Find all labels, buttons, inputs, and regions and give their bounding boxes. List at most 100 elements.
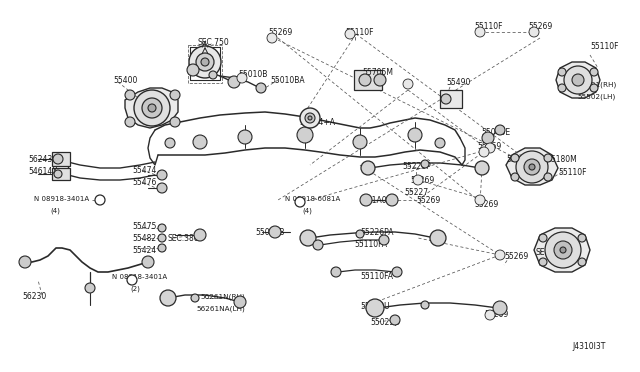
Circle shape xyxy=(297,127,313,143)
Circle shape xyxy=(308,116,312,120)
Text: 55010B: 55010B xyxy=(238,70,268,79)
Polygon shape xyxy=(125,88,178,128)
Circle shape xyxy=(142,256,154,268)
Text: 55474: 55474 xyxy=(132,166,156,175)
Circle shape xyxy=(578,234,586,242)
Circle shape xyxy=(125,117,135,127)
Circle shape xyxy=(558,68,566,76)
Circle shape xyxy=(374,74,386,86)
Circle shape xyxy=(331,267,341,277)
Circle shape xyxy=(158,244,166,252)
Text: N 08918-6081A: N 08918-6081A xyxy=(285,196,340,202)
Circle shape xyxy=(19,256,31,268)
Circle shape xyxy=(529,27,539,37)
Text: 55110F: 55110F xyxy=(345,28,374,37)
Text: 55226P: 55226P xyxy=(402,162,431,171)
Text: 55269: 55269 xyxy=(484,310,508,319)
Text: N: N xyxy=(130,278,134,282)
Circle shape xyxy=(366,299,384,317)
Circle shape xyxy=(158,224,166,232)
Circle shape xyxy=(572,74,584,86)
Circle shape xyxy=(360,194,372,206)
Circle shape xyxy=(554,241,572,259)
Circle shape xyxy=(95,195,105,205)
Circle shape xyxy=(560,247,566,253)
Circle shape xyxy=(170,90,180,100)
Circle shape xyxy=(134,90,170,126)
Text: 56261NA(LH): 56261NA(LH) xyxy=(196,306,244,312)
Circle shape xyxy=(545,232,581,268)
Circle shape xyxy=(475,27,485,37)
Text: 55502(LH): 55502(LH) xyxy=(577,93,615,99)
Bar xyxy=(52,168,70,180)
Circle shape xyxy=(313,240,323,250)
Circle shape xyxy=(193,135,207,149)
Text: 55269: 55269 xyxy=(410,176,435,185)
Text: 55424: 55424 xyxy=(132,246,156,255)
Circle shape xyxy=(413,175,423,185)
Text: 55501(RH): 55501(RH) xyxy=(577,82,616,89)
Circle shape xyxy=(305,113,315,123)
Circle shape xyxy=(238,130,252,144)
Circle shape xyxy=(590,84,598,92)
Circle shape xyxy=(345,29,355,39)
Circle shape xyxy=(511,154,519,162)
Text: 55110U: 55110U xyxy=(360,302,390,311)
Text: 55180M: 55180M xyxy=(546,155,577,164)
Circle shape xyxy=(544,173,552,181)
Circle shape xyxy=(441,94,451,104)
Text: 55400: 55400 xyxy=(113,76,138,85)
Circle shape xyxy=(529,164,535,170)
Text: 55269: 55269 xyxy=(474,200,499,209)
Circle shape xyxy=(194,229,206,241)
Text: 55269: 55269 xyxy=(528,22,552,31)
Circle shape xyxy=(435,138,445,148)
Polygon shape xyxy=(506,148,558,185)
Text: 55010B: 55010B xyxy=(255,228,284,237)
Circle shape xyxy=(485,310,495,320)
Text: (4): (4) xyxy=(302,208,312,215)
Circle shape xyxy=(160,290,176,306)
Text: 55475: 55475 xyxy=(132,222,156,231)
Circle shape xyxy=(85,283,95,293)
Circle shape xyxy=(269,226,281,238)
Circle shape xyxy=(392,267,402,277)
Bar xyxy=(440,90,462,108)
Circle shape xyxy=(386,194,398,206)
Circle shape xyxy=(127,275,137,285)
Circle shape xyxy=(267,33,277,43)
Circle shape xyxy=(237,73,247,83)
Circle shape xyxy=(544,154,552,162)
Circle shape xyxy=(403,79,413,89)
Circle shape xyxy=(209,71,217,79)
Text: (4): (4) xyxy=(50,208,60,215)
Circle shape xyxy=(353,135,367,149)
Circle shape xyxy=(430,230,446,246)
Text: SEC.750: SEC.750 xyxy=(197,38,228,47)
Text: 55269: 55269 xyxy=(416,196,440,205)
Text: 55705M: 55705M xyxy=(362,68,393,77)
Circle shape xyxy=(495,250,505,260)
Circle shape xyxy=(495,125,505,135)
Text: 55476: 55476 xyxy=(132,178,156,187)
Polygon shape xyxy=(534,228,590,272)
Circle shape xyxy=(157,170,167,180)
Circle shape xyxy=(158,234,166,242)
Polygon shape xyxy=(556,62,600,98)
Circle shape xyxy=(234,296,246,308)
Circle shape xyxy=(189,46,221,78)
Text: 55110F: 55110F xyxy=(474,22,502,31)
Circle shape xyxy=(165,138,175,148)
Bar xyxy=(354,70,382,90)
Circle shape xyxy=(390,315,400,325)
Text: 55227: 55227 xyxy=(506,155,530,164)
Circle shape xyxy=(53,154,63,164)
Circle shape xyxy=(361,161,375,175)
Circle shape xyxy=(558,84,566,92)
Text: N 08918-3401A: N 08918-3401A xyxy=(112,274,167,280)
Bar xyxy=(52,152,70,166)
Text: 55045E: 55045E xyxy=(481,128,510,137)
Text: 55226PA: 55226PA xyxy=(360,228,394,237)
Circle shape xyxy=(479,147,489,157)
Circle shape xyxy=(148,104,156,112)
